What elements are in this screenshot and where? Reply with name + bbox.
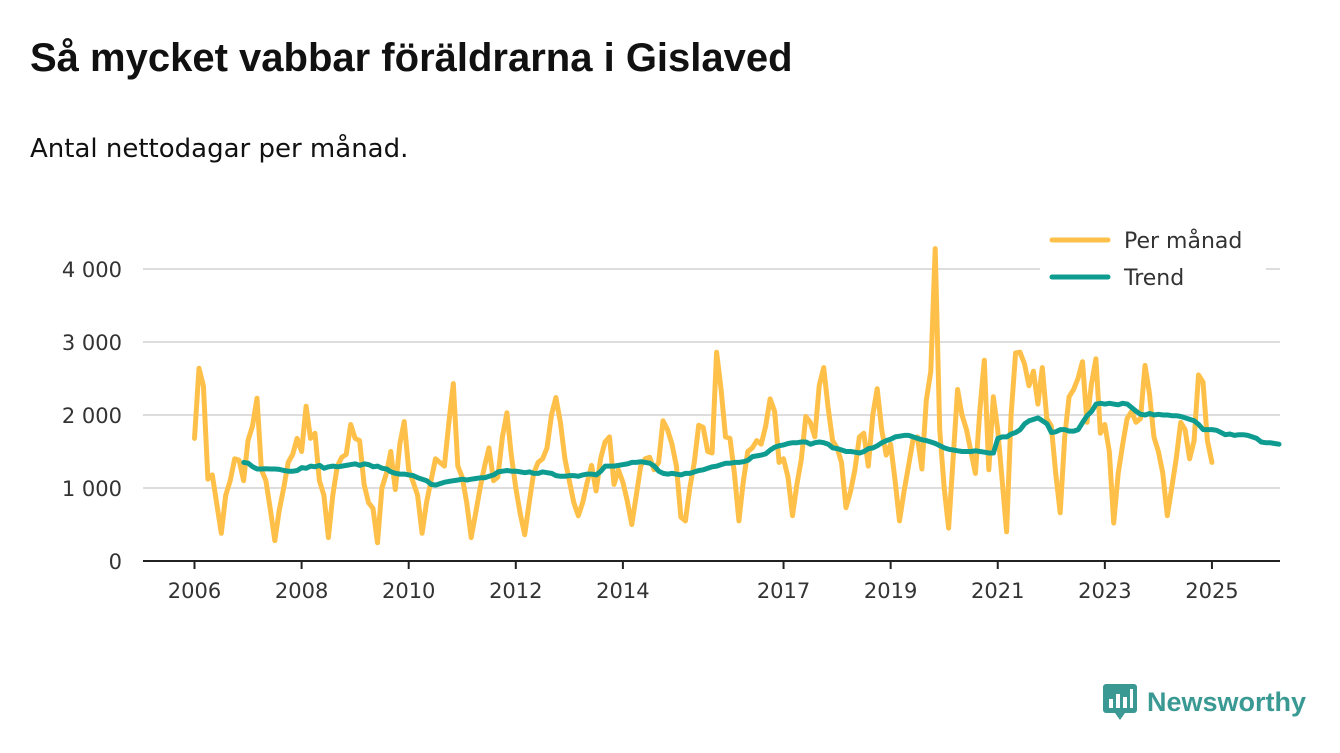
- x-tick-label: 2014: [596, 579, 649, 603]
- series-line-per-manad: [192, 246, 1215, 546]
- x-axis-ticks: 2006 2008 2010 2012 2014 2017 2019 2021 2023 2025: [168, 561, 1239, 603]
- brand-name: Newsworthy: [1147, 686, 1307, 717]
- legend-background: [1040, 220, 1266, 298]
- x-tick-label: 2008: [275, 579, 328, 603]
- y-axis-ticks: 0 1 000 2 000 3 000 4 000: [62, 258, 122, 574]
- legend-label-trend[interactable]: Trend: [1123, 266, 1184, 291]
- newsworthy-logo-icon: [1103, 684, 1137, 720]
- y-tick-label: 0: [109, 550, 122, 574]
- x-tick-label: 2006: [168, 579, 221, 603]
- y-tick-label: 4 000: [62, 258, 122, 282]
- x-tick-label: 2021: [971, 579, 1024, 603]
- x-tick-label: 2025: [1185, 579, 1238, 603]
- y-tick-label: 3 000: [62, 331, 122, 355]
- x-tick-label: 2017: [757, 579, 810, 603]
- x-tick-label: 2023: [1078, 579, 1131, 603]
- legend-label-per-manad[interactable]: Per månad: [1124, 228, 1242, 254]
- series-lines: [192, 246, 1282, 546]
- y-tick-label: 2 000: [62, 404, 122, 428]
- series-line-trend: [241, 400, 1282, 488]
- x-tick-label: 2012: [489, 579, 542, 603]
- chart-title: Så mycket vabbar föräldrarna i Gislaved: [30, 36, 793, 80]
- x-tick-label: 2010: [382, 579, 435, 603]
- brand[interactable]: Newsworthy: [1103, 684, 1306, 720]
- chart-subtitle: Antal nettodagar per månad.: [30, 134, 409, 164]
- legend: Per månad Trend: [1040, 220, 1266, 298]
- y-tick-label: 1 000: [62, 477, 122, 501]
- x-tick-label: 2019: [864, 579, 917, 603]
